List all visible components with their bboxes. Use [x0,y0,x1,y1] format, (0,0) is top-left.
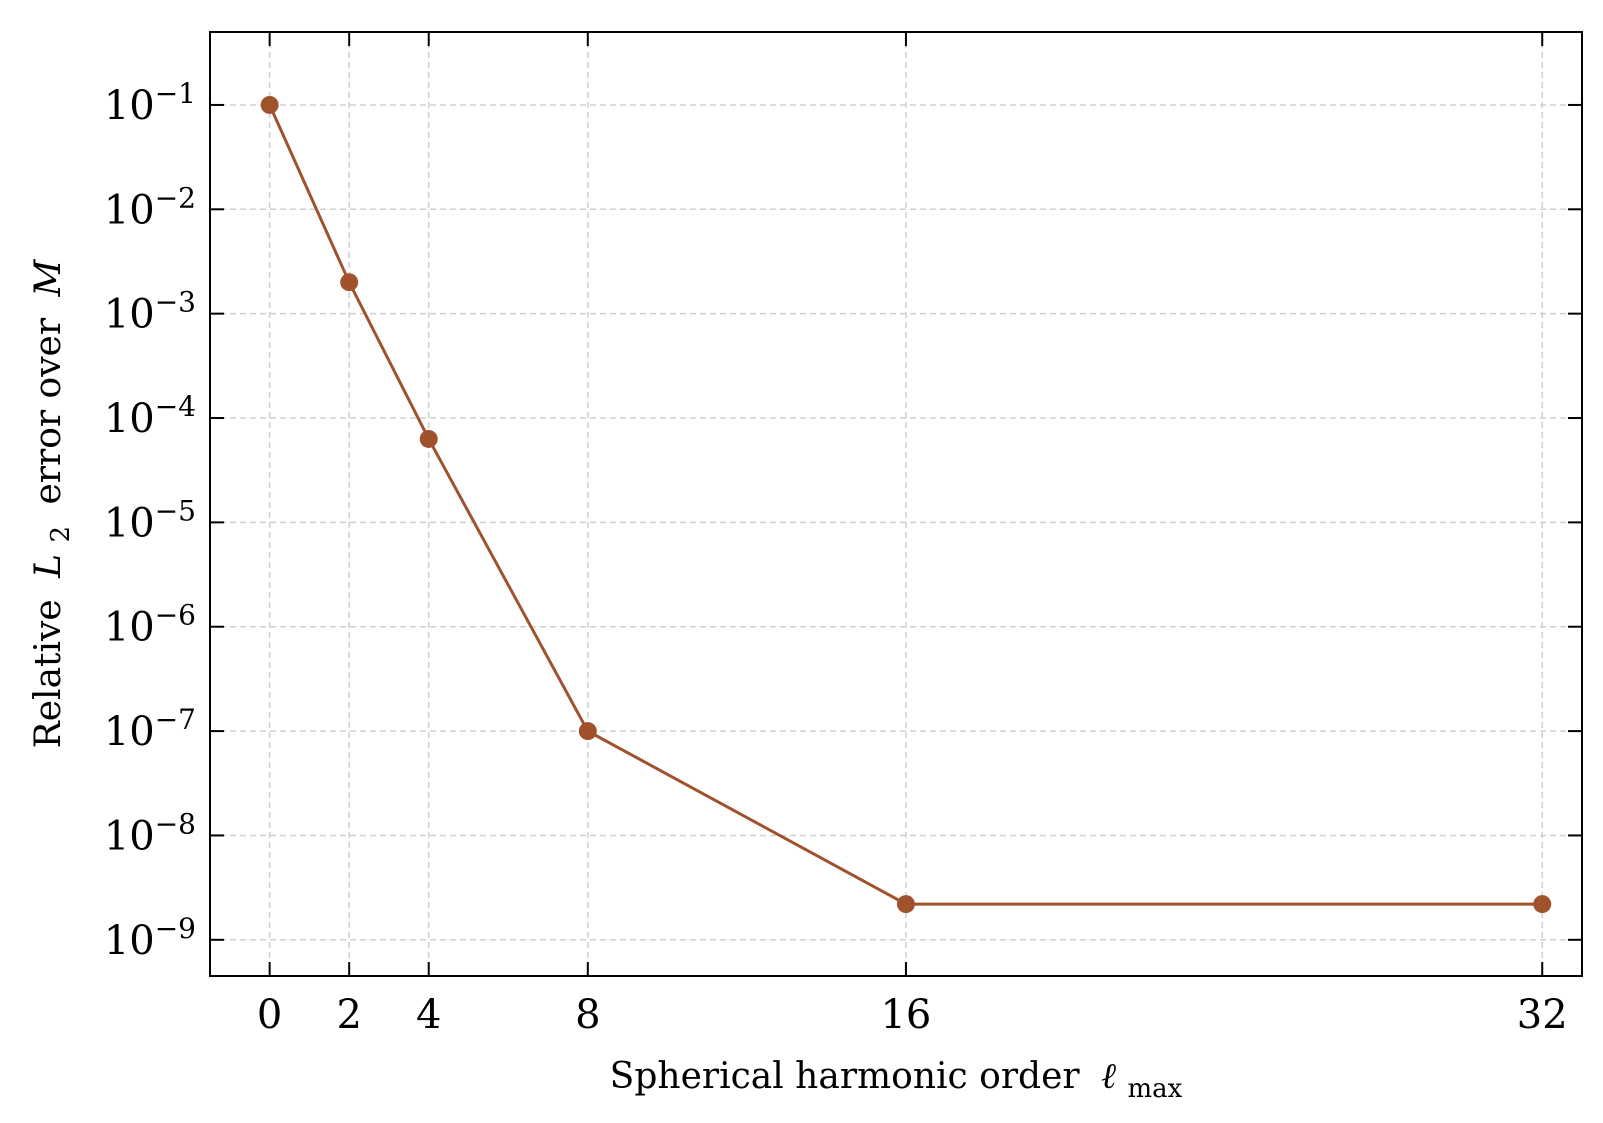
data-point [1533,895,1552,914]
y-tick-label-base: 10 [104,918,155,964]
x-tick-label: 0 [257,992,282,1038]
y-tick-label-base: 10 [104,83,155,129]
y-tick-label-exponent: −9 [155,912,196,945]
x-axis-label-text: Spherical harmonic order [610,1056,1081,1097]
y-tick-label-exponent: −5 [155,494,196,527]
y-axis-label-subscript: 2 [46,526,76,543]
y-tick-label-base: 10 [104,605,155,651]
plot-area [210,32,1582,976]
y-tick-label: 10−9 [104,912,196,964]
y-tick-label-exponent: −7 [155,703,196,736]
y-axis-label: Relative L 2 error over M [28,259,78,749]
y-tick-label-base: 10 [104,292,155,338]
y-tick-label-exponent: −3 [155,286,196,319]
y-axis-label-symbol: L [28,554,69,579]
y-tick-label: 10−7 [104,703,196,755]
x-axis-label: Spherical harmonic order ℓ max [610,1056,1183,1104]
data-point [340,273,359,292]
y-tick-label: 10−1 [104,77,196,129]
y-tick-label-base: 10 [104,396,155,442]
y-tick-label-exponent: −6 [155,599,196,632]
y-tick-label-exponent: −8 [155,807,196,840]
data-point [896,895,915,914]
series-line [268,104,1543,906]
x-axis-label-symbol: ℓ [1101,1056,1116,1097]
x-tick-label: 8 [575,992,600,1038]
y-axis-label-text: Relative [28,599,69,748]
y-axis-label-tail-symbol: M [28,259,69,298]
y-tick-label: 10−6 [104,599,196,651]
ticks [210,32,1582,976]
x-tick-labels: 0 2 4 8 16 32 [257,992,1568,1038]
y-tick-label-exponent: −4 [155,390,196,423]
x-tick-label: 16 [880,992,931,1038]
y-tick-label-base: 10 [104,187,155,233]
y-tick-label: 10−2 [104,181,196,233]
data-point [260,95,279,114]
y-tick-label-base: 10 [104,709,155,755]
y-tick-label: 10−8 [104,807,196,859]
x-axis-label-subscript: max [1128,1074,1183,1104]
y-tick-label: 10−5 [104,494,196,546]
plot-frame [209,31,1583,977]
y-tick-label-exponent: −1 [155,77,196,110]
y-axis-label-tail: error over [28,317,69,504]
y-tick-label: 10−3 [104,286,196,338]
y-tick-label-base: 10 [104,813,155,859]
y-tick-label-exponent: −2 [155,181,196,214]
x-tick-label: 32 [1517,992,1568,1038]
x-tick-label: 2 [336,992,361,1038]
y-tick-label-base: 10 [104,500,155,546]
data-series [260,95,1552,914]
grid [210,32,1582,976]
y-tick-labels: 10−110−210−310−410−510−610−710−810−9 [104,77,196,964]
x-tick-label: 4 [416,992,441,1038]
data-point [419,429,438,448]
data-point [578,722,597,741]
y-tick-label: 10−4 [104,390,196,442]
